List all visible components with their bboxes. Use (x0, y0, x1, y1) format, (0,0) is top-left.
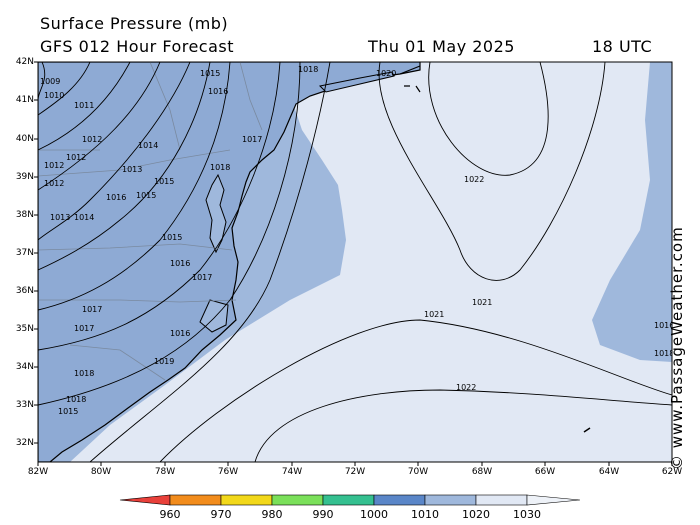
colorbar-cell (322, 494, 375, 506)
colorbar-label: 990 (312, 508, 334, 521)
contour-label: 1017 (192, 273, 212, 282)
lat-tick-label: 38N (15, 210, 34, 220)
contour-label: 1018 (654, 349, 674, 358)
colorbar-cell (220, 494, 273, 506)
contour-label: 1018 (74, 369, 94, 378)
contour-label: 1015 (154, 177, 174, 186)
lat-tick-label: 42N (15, 57, 34, 67)
colorbar-label: 1010 (411, 508, 439, 521)
lat-tick-label: 40N (15, 134, 34, 144)
colorbar-cell (424, 494, 477, 506)
colorbar-label: 1020 (462, 508, 490, 521)
colorbar-label: 980 (261, 508, 283, 521)
contour-label: 1011 (74, 101, 94, 110)
contour-label: 1012 (44, 179, 64, 188)
colorbar (119, 494, 581, 506)
lon-tick-label: 80W (90, 467, 112, 477)
lon-tick-label: 76W (217, 467, 239, 477)
contour-label: 1018 (210, 163, 230, 172)
colorbar-cell (169, 494, 222, 506)
contour-label: 1019 (154, 357, 174, 366)
lon-tick-label: 72W (344, 467, 366, 477)
contour-label: 1015 (162, 233, 182, 242)
colorbar-label: 1030 (513, 508, 541, 521)
contour-label: 1016 (106, 193, 126, 202)
bermuda (583, 427, 591, 433)
lat-tick-label: 41N (15, 95, 34, 105)
contour-label: 1016 (170, 259, 190, 268)
contour-label: 1016 (170, 329, 190, 338)
contour-label: 1016 (208, 87, 228, 96)
lat-tick-label: 39N (15, 172, 34, 182)
lat-tick-label: 32N (15, 438, 34, 448)
contour-label: 1017 (242, 135, 262, 144)
lon-tick-label: 82W (27, 467, 49, 477)
band-1010-1020-east (592, 62, 672, 362)
colorbar-cell (373, 494, 426, 506)
isobars (38, 62, 672, 462)
credit-text: © www.PassageWeather.com (668, 226, 686, 470)
colorbar-label: 970 (210, 508, 232, 521)
colorbar-label: 1000 (360, 508, 388, 521)
long-island (318, 71, 395, 93)
cape-cod (399, 65, 421, 93)
contour-label: 1013 (122, 165, 142, 174)
forecast-time: 18 UTC (592, 37, 653, 56)
chesapeake-bay (205, 173, 227, 254)
lon-tick-label: 78W (154, 467, 176, 477)
contour-label: 1021 (424, 310, 444, 319)
lon-tick-label: 62W (661, 467, 683, 477)
contour-label: 1012 (66, 153, 86, 162)
pamlico-sound (199, 299, 229, 333)
map-title: Surface Pressure (mb) (40, 14, 229, 33)
contour-label: 1017 (74, 324, 94, 333)
contour-label: 1014 (74, 213, 94, 222)
contour-label: 1015 (200, 69, 220, 78)
contour-label: 1021 (472, 298, 492, 307)
contour-labels: 1009 1010 1011 1012 1012 1012 1012 1013 … (40, 65, 674, 416)
lon-tick-label: 68W (471, 467, 493, 477)
lat-tick-label: 33N (15, 400, 34, 410)
colorbar-high-arrow (526, 494, 581, 506)
lat-tick-label: 34N (15, 362, 34, 372)
lat-tick-label: 36N (15, 286, 34, 296)
lon-tick-label: 66W (534, 467, 556, 477)
tick-marks (34, 61, 673, 466)
colorbar-low-arrow (119, 494, 171, 506)
contour-label: 1012 (44, 161, 64, 170)
map-subtitle: GFS 012 Hour Forecast (40, 37, 235, 56)
contour-label: 1018 (298, 65, 318, 74)
contour-label: 1015 (58, 407, 78, 416)
state-borders (38, 62, 263, 381)
contour-label: 1018 (66, 395, 86, 404)
lon-tick-label: 64W (598, 467, 620, 477)
contour-label: 1015 (136, 191, 156, 200)
lon-tick-label: 70W (407, 467, 429, 477)
contour-label: 1012 (82, 135, 102, 144)
contour-label: 1009 (40, 77, 60, 86)
contour-label: 1017 (82, 305, 102, 314)
contour-label: 1022 (456, 383, 476, 392)
forecast-date: Thu 01 May 2025 (368, 37, 515, 56)
lon-tick-label: 74W (281, 467, 303, 477)
colorbar-cell (271, 494, 324, 506)
contour-label: 1016 (654, 321, 674, 330)
contour-label: 1010 (44, 91, 64, 100)
colorbar-label: 960 (159, 508, 181, 521)
lat-tick-label: 35N (15, 324, 34, 334)
contour-label: 1013 (50, 213, 70, 222)
colorbar-cell (475, 494, 528, 506)
contour-label: 1014 (138, 141, 158, 150)
contour-label: 1022 (464, 175, 484, 184)
contour-label: 1020 (376, 69, 396, 78)
lat-tick-label: 37N (15, 248, 34, 258)
